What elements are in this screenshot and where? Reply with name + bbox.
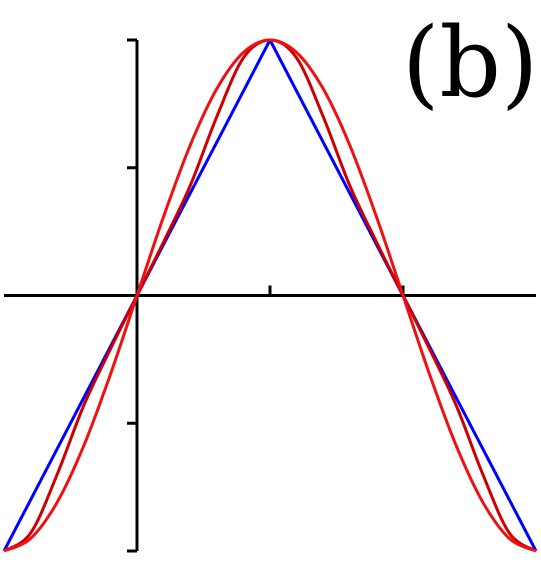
panel-label: (b) <box>402 7 538 119</box>
y-ticks <box>127 38 137 553</box>
series-line-2 <box>3 38 537 553</box>
series-layer <box>2 38 538 553</box>
